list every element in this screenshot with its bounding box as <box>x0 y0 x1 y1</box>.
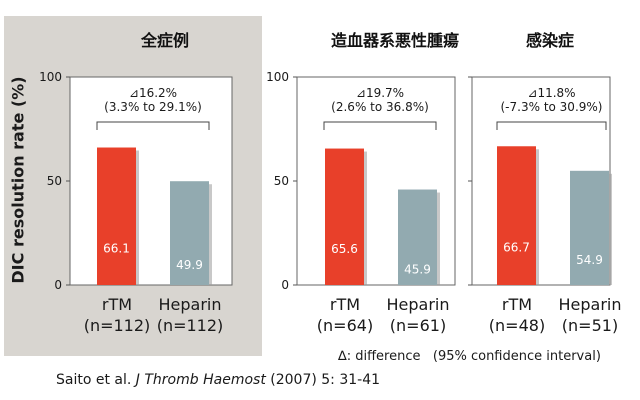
category-label: rTM <box>102 295 132 314</box>
confidence-interval: (2.6% to 36.8%) <box>331 100 429 114</box>
chart-panel-1 <box>66 76 233 286</box>
difference-bracket <box>496 121 607 130</box>
sample-size-label: (n=112) <box>157 316 224 335</box>
bar-value-label: 66.1 <box>103 241 130 255</box>
citation-journal: J Thromb Haemost <box>135 372 266 388</box>
bar-rtm <box>97 147 136 285</box>
difference-bracket <box>96 121 210 130</box>
bar-value-label: 45.9 <box>404 262 431 276</box>
confidence-interval: (3.3% to 29.1%) <box>104 100 202 114</box>
sample-size-label: (n=51) <box>562 316 618 335</box>
y-tick-label: 0 <box>54 278 62 292</box>
difference-bracket <box>323 121 437 130</box>
sample-size-label: (n=112) <box>84 316 151 335</box>
chart-title: 感染症 <box>526 31 574 50</box>
citation-authors: Saito et al. <box>56 372 132 388</box>
bar-rtm <box>497 146 536 285</box>
category-label: rTM <box>330 295 360 314</box>
citation: Saito et al. J Thromb Haemost (2007) 5: … <box>56 372 380 388</box>
difference-value: ⊿11.8% <box>527 86 575 100</box>
difference-value: ⊿16.2% <box>129 86 177 100</box>
bar-value-label: 65.6 <box>331 242 358 256</box>
y-tick-label: 50 <box>47 174 62 188</box>
y-tick-label: 100 <box>266 70 289 84</box>
chart-panel-2 <box>293 76 456 286</box>
bar-rtm <box>325 148 364 285</box>
bar-value-label: 66.7 <box>503 241 530 255</box>
confidence-interval: (-7.3% to 30.9%) <box>501 100 603 114</box>
sample-size-label: (n=64) <box>317 316 373 335</box>
difference-value: ⊿19.7% <box>356 86 404 100</box>
category-label: Heparin <box>559 295 622 314</box>
y-tick-label: 50 <box>274 174 289 188</box>
y-axis-label: DIC resolution rate (%) <box>8 76 28 284</box>
bar-heparin <box>398 189 437 285</box>
bar-value-label: 49.9 <box>176 258 203 272</box>
citation-rest: (2007) 5: 31-41 <box>270 372 381 388</box>
legend-note: ∆: difference (95% confidence interval) <box>338 349 601 364</box>
bar-value-label: 54.9 <box>576 253 603 267</box>
chart-title: 造血器系悪性腫瘍 <box>331 31 459 50</box>
category-label: Heparin <box>387 295 450 314</box>
chart-panel-3 <box>468 76 612 286</box>
sample-size-label: (n=48) <box>489 316 545 335</box>
y-tick-label: 0 <box>281 278 289 292</box>
bar-heparin <box>170 181 209 285</box>
sample-size-label: (n=61) <box>390 316 446 335</box>
category-label: rTM <box>502 295 532 314</box>
bar-heparin <box>570 170 609 285</box>
category-label: Heparin <box>159 295 222 314</box>
chart-title: 全症例 <box>140 31 189 50</box>
y-tick-label: 100 <box>39 70 62 84</box>
